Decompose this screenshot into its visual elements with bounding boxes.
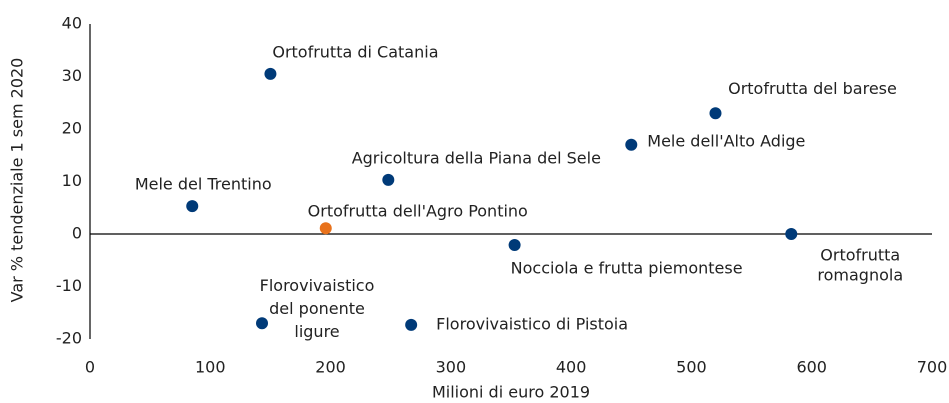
point bbox=[319, 222, 332, 235]
x-axis-title: Milioni di euro 2019 bbox=[432, 383, 590, 402]
point bbox=[709, 107, 722, 120]
y-tick-label: 30 bbox=[62, 66, 82, 85]
y-tick-label: 20 bbox=[62, 119, 82, 138]
x-tick-label: 200 bbox=[315, 358, 346, 377]
y-tick-label: 0 bbox=[72, 224, 82, 243]
point-label: romagnola bbox=[817, 266, 903, 285]
point bbox=[625, 138, 638, 151]
point-label: Agricoltura della Piana del Sele bbox=[352, 148, 601, 167]
x-tick-label: 600 bbox=[796, 358, 827, 377]
point-label: Ortofrutta bbox=[820, 246, 900, 265]
y-tick-label: -20 bbox=[56, 329, 82, 348]
y-tick-label: 40 bbox=[62, 14, 82, 33]
point-label: Florovivaistico bbox=[260, 276, 375, 295]
point bbox=[256, 317, 269, 330]
x-tick-label: 100 bbox=[195, 358, 226, 377]
point-label: Mele del Trentino bbox=[135, 175, 272, 194]
y-axis-title: Var % tendenziale 1 sem 2020 bbox=[8, 58, 27, 303]
point-label: del ponente bbox=[269, 299, 365, 318]
point bbox=[405, 318, 418, 331]
point-label: Nocciola e frutta piemontese bbox=[511, 259, 743, 278]
point-label: Florovivaistico di Pistoia bbox=[436, 314, 628, 333]
y-tick-label: -10 bbox=[56, 276, 82, 295]
point-label: ligure bbox=[294, 322, 339, 341]
point bbox=[382, 173, 395, 186]
point bbox=[186, 200, 199, 213]
x-tick-label: 400 bbox=[556, 358, 587, 377]
point-label: Ortofrutta dell'Agro Pontino bbox=[308, 202, 528, 221]
x-tick-label: 500 bbox=[676, 358, 707, 377]
point bbox=[508, 239, 521, 252]
point-label: Ortofrutta di Catania bbox=[272, 42, 438, 61]
x-tick-label: 0 bbox=[85, 358, 95, 377]
point-label: Ortofrutta del barese bbox=[728, 79, 897, 98]
x-tick-label: 300 bbox=[436, 358, 467, 377]
point bbox=[785, 228, 798, 240]
point bbox=[264, 67, 277, 80]
point-label: Mele dell'Alto Adige bbox=[647, 131, 805, 150]
x-tick-label: 700 bbox=[917, 358, 948, 377]
y-tick-label: 10 bbox=[62, 171, 82, 190]
